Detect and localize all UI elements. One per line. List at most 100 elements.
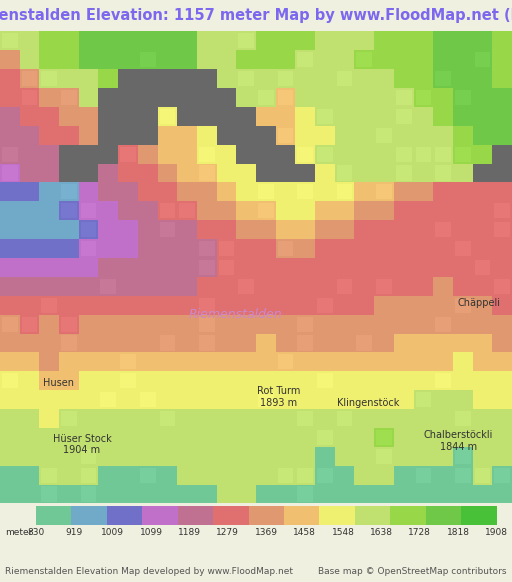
Bar	[493, 126, 512, 145]
Bar	[275, 352, 295, 371]
Bar	[374, 352, 394, 371]
Bar	[39, 258, 59, 277]
Bar	[0, 50, 19, 69]
Bar	[356, 52, 372, 68]
Bar	[0, 428, 19, 447]
Bar	[39, 183, 59, 201]
Bar	[41, 297, 57, 313]
Bar	[354, 390, 374, 409]
Bar	[199, 317, 215, 332]
Bar	[19, 277, 39, 296]
Bar	[295, 145, 315, 164]
Bar	[59, 485, 79, 503]
Text: 919: 919	[66, 528, 83, 537]
Bar	[138, 315, 158, 333]
Bar	[22, 71, 37, 86]
Bar	[59, 428, 79, 447]
Bar	[493, 409, 512, 428]
Bar	[0, 485, 19, 503]
Bar	[295, 333, 315, 352]
Bar	[337, 279, 352, 294]
Bar	[416, 467, 431, 482]
Bar	[2, 317, 18, 332]
Bar	[315, 201, 335, 220]
Bar	[160, 411, 175, 426]
Bar	[493, 485, 512, 503]
Bar	[337, 411, 352, 426]
Bar	[337, 165, 352, 180]
Bar	[374, 31, 394, 50]
Bar	[275, 409, 295, 428]
Bar	[158, 201, 177, 220]
Bar	[158, 145, 177, 164]
Bar	[275, 466, 295, 485]
Bar	[493, 164, 512, 183]
Bar	[197, 88, 217, 107]
Bar	[315, 466, 335, 485]
Bar	[433, 258, 453, 277]
Bar	[315, 183, 335, 201]
Bar	[197, 220, 217, 239]
Bar	[98, 239, 118, 258]
Bar	[177, 409, 197, 428]
Bar	[19, 50, 39, 69]
Bar	[453, 277, 473, 296]
Bar	[19, 466, 39, 485]
Bar	[416, 90, 431, 105]
Bar	[19, 390, 39, 409]
Bar	[39, 277, 59, 296]
Bar	[138, 220, 158, 239]
Bar	[394, 447, 414, 466]
Text: 1638: 1638	[370, 528, 393, 537]
Bar	[275, 315, 295, 333]
Bar	[295, 107, 315, 126]
Bar	[79, 409, 98, 428]
Bar	[138, 164, 158, 183]
Bar	[219, 241, 234, 256]
Bar	[275, 145, 295, 164]
Bar	[256, 31, 275, 50]
Bar	[39, 485, 59, 503]
Bar	[59, 239, 79, 258]
Bar	[61, 184, 77, 200]
Bar	[394, 352, 414, 371]
Bar	[473, 50, 493, 69]
Bar	[335, 69, 354, 88]
Bar	[433, 220, 453, 239]
Bar	[138, 126, 158, 145]
Bar	[19, 31, 39, 50]
Bar	[494, 222, 510, 237]
Bar	[98, 390, 118, 409]
Bar	[493, 296, 512, 315]
Bar	[433, 409, 453, 428]
Bar	[39, 352, 59, 371]
Bar	[118, 371, 138, 390]
Bar	[433, 126, 453, 145]
Bar	[414, 390, 433, 409]
Bar	[374, 428, 394, 447]
Bar	[177, 69, 197, 88]
Bar	[453, 485, 473, 503]
Bar	[158, 333, 177, 352]
Bar	[295, 352, 315, 371]
Bar	[177, 183, 197, 201]
Bar	[453, 201, 473, 220]
Bar	[79, 258, 98, 277]
Bar	[138, 50, 158, 69]
Bar	[100, 392, 116, 407]
Bar	[394, 107, 414, 126]
Bar	[473, 447, 493, 466]
Bar	[295, 428, 315, 447]
Bar	[455, 241, 471, 256]
Bar	[278, 71, 293, 86]
Bar	[275, 333, 295, 352]
Bar	[39, 447, 59, 466]
Bar	[453, 126, 473, 145]
Bar	[39, 126, 59, 145]
Bar	[278, 127, 293, 143]
Bar	[473, 88, 493, 107]
Bar	[118, 485, 138, 503]
Bar	[138, 145, 158, 164]
Bar	[197, 315, 217, 333]
Bar	[217, 315, 237, 333]
